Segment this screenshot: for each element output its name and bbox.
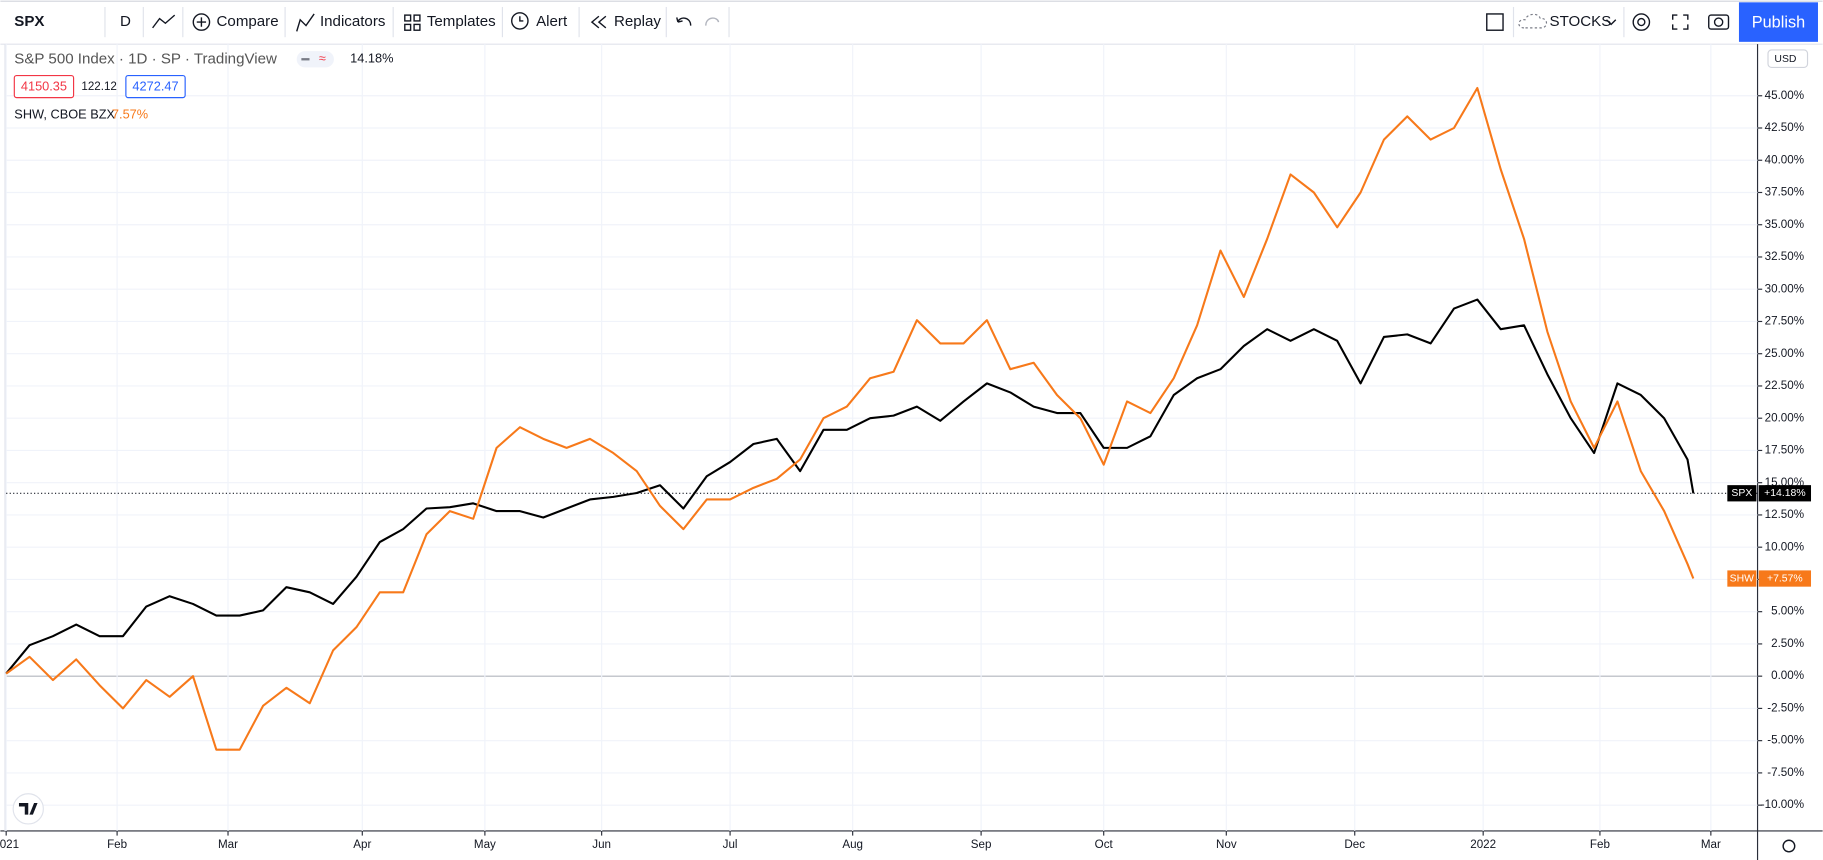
y-tick-label: -5.00%: [1767, 734, 1804, 747]
replay-icon[interactable]: [590, 15, 607, 29]
interval[interactable]: D: [120, 13, 131, 30]
icon-square: [404, 23, 412, 31]
x-tick-label: Mar: [1701, 838, 1721, 851]
series-line: [5, 86, 1695, 751]
y-tick-label: 32.50%: [1765, 250, 1804, 263]
fullscreen-button[interactable]: [1672, 14, 1689, 30]
series-line: [5, 298, 1695, 675]
y-tick-label: 22.50%: [1765, 379, 1804, 392]
x-tick-label: Apr: [353, 838, 371, 851]
publish-label[interactable]: Publish: [1752, 14, 1805, 32]
compare-icon-plus: [196, 17, 207, 27]
y-tick-label: 17.50%: [1765, 444, 1804, 457]
compare-icon[interactable]: [192, 13, 211, 31]
icon-square: [404, 14, 412, 22]
y-tick-label: 27.50%: [1765, 315, 1804, 328]
symbol[interactable]: SPX: [14, 13, 44, 30]
alert-button[interactable]: Alert: [536, 13, 568, 30]
x-tick-label: Jul: [723, 838, 738, 851]
redo-button[interactable]: [705, 17, 720, 26]
axis-settings-button[interactable]: [1782, 839, 1796, 853]
alert-icon[interactable]: [511, 12, 529, 30]
templates-button[interactable]: Templates: [427, 13, 496, 30]
last-value-name-box: [1727, 570, 1757, 587]
currency-label[interactable]: USD: [1774, 54, 1796, 65]
last-value-box: [1758, 570, 1812, 587]
y-tick-label: 12.50%: [1765, 508, 1804, 521]
last-value-box: [1758, 485, 1812, 502]
y-tick-label: 40.00%: [1765, 153, 1804, 166]
y-tick-label: -7.50%: [1767, 766, 1804, 779]
icon-square: [413, 23, 421, 31]
spread: 122.12: [81, 80, 117, 93]
compare-symbol: SHW, CBOE BZX: [14, 106, 115, 121]
settings-icon-core: [1637, 17, 1646, 27]
ask-badge: [125, 74, 186, 99]
x-tick-label: Jun: [592, 838, 611, 851]
legend-toggle-wave: ≈: [319, 51, 326, 66]
market-dropdown[interactable]: [1605, 19, 1617, 26]
y-tick-label: 30.00%: [1765, 282, 1804, 295]
toolbar-bg: [0, 0, 1823, 45]
y-tick-label: -10.00%: [1761, 798, 1804, 811]
y-tick-label: 42.50%: [1765, 121, 1804, 134]
indicators-button[interactable]: Indicators: [320, 13, 385, 30]
last-value-name-box: [1727, 485, 1757, 502]
plot-area: -10.00% -7.50% -5.00% -2.50% 0.00% 2.50% 5.00%…: [0, 44, 1812, 851]
layout-button[interactable]: [1486, 13, 1504, 31]
y-tick-label: 5.00%: [1771, 605, 1804, 618]
x-tick-label: Dec: [1344, 838, 1365, 851]
ask-price: 4272.47: [132, 79, 178, 94]
y-tick-label: 45.00%: [1765, 89, 1804, 102]
x-tick-label: Aug: [842, 838, 863, 851]
undo-button[interactable]: [676, 17, 692, 26]
last-value-name: SHW: [1730, 573, 1754, 584]
y-tick-label: 35.00%: [1765, 218, 1804, 231]
x-tick-label: 2022: [1470, 838, 1496, 851]
replay-button[interactable]: Replay: [614, 13, 661, 30]
templates-icon[interactable]: [404, 14, 421, 31]
last-value-label: +7.57%: [1767, 573, 1803, 584]
market-button[interactable]: STOCKS: [1550, 13, 1612, 30]
chart-style-icon[interactable]: [152, 14, 176, 29]
y-tick-label: 25.00%: [1765, 347, 1804, 360]
y-tick-label: 0.00%: [1771, 669, 1804, 682]
bid-badge: [13, 74, 75, 99]
compare-button[interactable]: Compare: [217, 13, 279, 30]
x-tick-label: Mar: [218, 838, 238, 851]
x-tick-label: Nov: [1216, 838, 1237, 851]
y-tick-label: 10.00%: [1765, 540, 1804, 553]
logo-mark: [18, 803, 38, 815]
x-tick-label: Sep: [971, 838, 992, 851]
alert-icon-hands: [519, 16, 524, 22]
indicators-icon[interactable]: [296, 13, 315, 32]
y-tick-label: -2.50%: [1767, 701, 1804, 714]
x-tick-label: Feb: [1590, 838, 1610, 851]
y-tick-label: 20.00%: [1765, 411, 1804, 424]
last-value-label: +14.18%: [1764, 488, 1806, 499]
tv-logo: [12, 793, 44, 825]
settings-button[interactable]: [1632, 13, 1651, 31]
legend-toggle[interactable]: [296, 51, 334, 68]
compare-change: 7.57%: [112, 106, 148, 121]
legend-title: S&P 500 Index · 1D · SP · TradingView: [14, 50, 277, 67]
icon-square: [413, 14, 421, 22]
y-tick-label: 37.50%: [1765, 186, 1804, 199]
x-tick-label: Feb: [107, 838, 127, 851]
x-tick-label: May: [474, 838, 496, 851]
currency-button[interactable]: [1767, 49, 1809, 68]
x-tick-label: 2021: [0, 838, 19, 851]
publish-button[interactable]: [1738, 2, 1818, 42]
bid-price: 4150.35: [21, 79, 67, 94]
snapshot-lens: [1713, 17, 1724, 27]
legend-change: 14.18%: [350, 51, 393, 66]
snapshot-button[interactable]: [1708, 14, 1730, 30]
legend: S&P 500 Index · 1D · SP · TradingView ≈ …: [13, 50, 393, 121]
toolbar: SPX D Compare Indicators Templates Alert…: [0, 0, 1823, 45]
y-tick-label: 2.50%: [1771, 637, 1804, 650]
x-tick-label: Oct: [1095, 838, 1114, 851]
last-value-name: SPX: [1731, 488, 1752, 499]
